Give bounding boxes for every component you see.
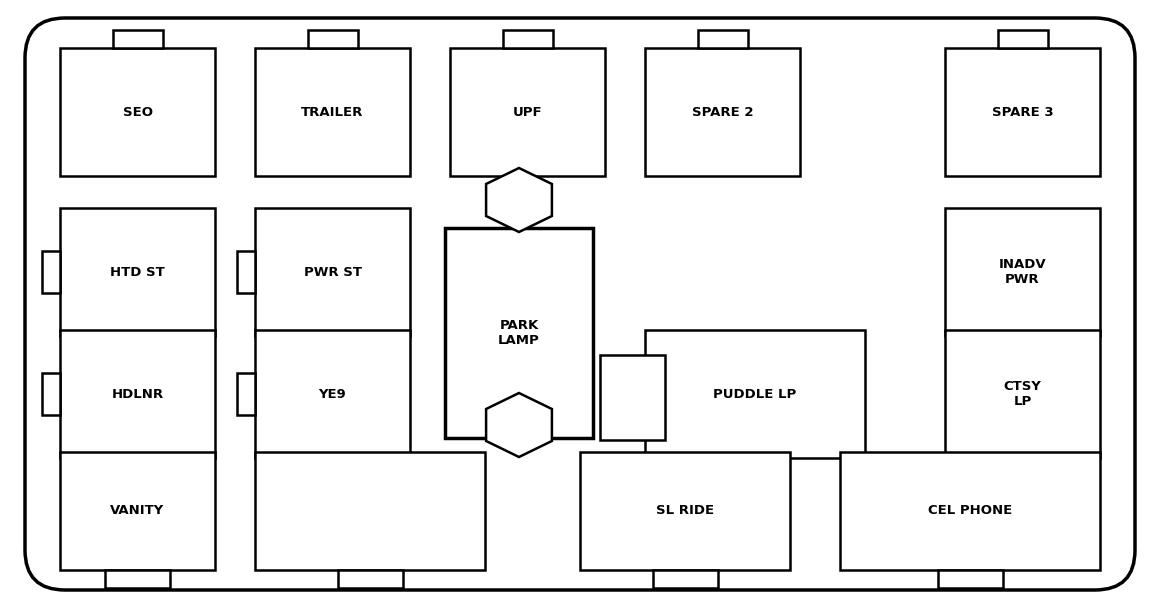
Text: TRAILER: TRAILER: [302, 106, 364, 119]
Bar: [60, 48, 215, 176]
Bar: [255, 452, 485, 570]
Text: CEL PHONE: CEL PHONE: [928, 505, 1013, 517]
Bar: [945, 330, 1100, 458]
Bar: [652, 570, 718, 588]
FancyBboxPatch shape: [26, 18, 1134, 590]
Bar: [840, 452, 1100, 570]
Bar: [697, 30, 747, 48]
Bar: [937, 570, 1002, 588]
Text: PWR ST: PWR ST: [304, 266, 362, 278]
Text: HTD ST: HTD ST: [110, 266, 165, 278]
Bar: [645, 48, 800, 176]
Bar: [445, 228, 593, 438]
Bar: [600, 355, 665, 440]
Bar: [255, 208, 409, 336]
Bar: [502, 30, 552, 48]
Text: CTSY
LP: CTSY LP: [1003, 380, 1042, 408]
Polygon shape: [486, 393, 552, 457]
Text: SPARE 3: SPARE 3: [992, 106, 1053, 119]
Text: SL RIDE: SL RIDE: [655, 505, 715, 517]
Text: SEO: SEO: [123, 106, 152, 119]
Bar: [255, 330, 409, 458]
Bar: [645, 330, 865, 458]
Bar: [237, 373, 255, 415]
Text: YE9: YE9: [319, 387, 347, 401]
Bar: [113, 30, 162, 48]
Bar: [450, 48, 606, 176]
Bar: [580, 452, 790, 570]
Bar: [60, 330, 215, 458]
Bar: [60, 452, 215, 570]
Bar: [338, 570, 403, 588]
Bar: [945, 208, 1100, 336]
Bar: [307, 30, 357, 48]
Text: VANITY: VANITY: [110, 505, 165, 517]
Bar: [998, 30, 1047, 48]
Text: UPF: UPF: [513, 106, 543, 119]
Text: SPARE 2: SPARE 2: [691, 106, 753, 119]
Bar: [255, 48, 409, 176]
Bar: [945, 48, 1100, 176]
Text: HDLNR: HDLNR: [111, 387, 164, 401]
Text: INADV
PWR: INADV PWR: [999, 258, 1046, 286]
Text: PARK
LAMP: PARK LAMP: [498, 319, 539, 347]
Bar: [42, 251, 60, 293]
Polygon shape: [486, 168, 552, 232]
Text: PUDDLE LP: PUDDLE LP: [713, 387, 797, 401]
Bar: [237, 251, 255, 293]
Bar: [60, 208, 215, 336]
Bar: [42, 373, 60, 415]
Bar: [106, 570, 171, 588]
